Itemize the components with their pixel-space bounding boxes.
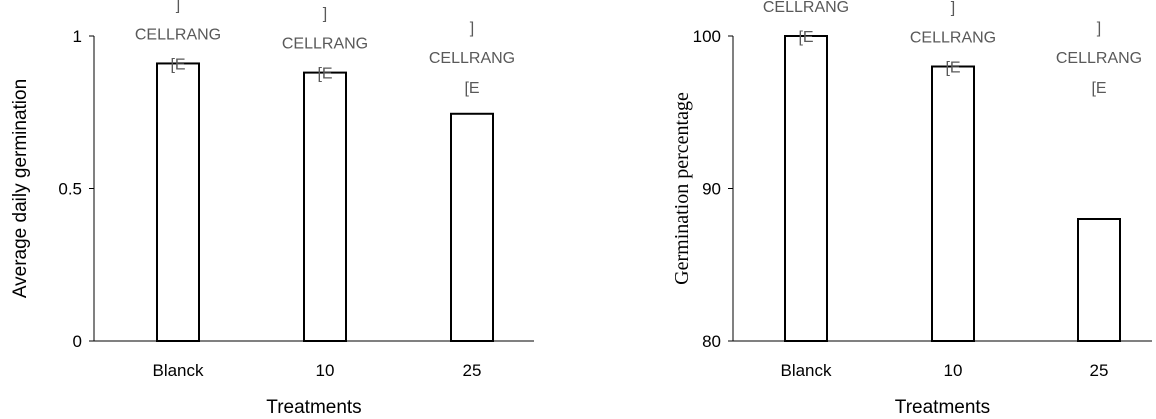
chart2-data-label-3-line-3: [E <box>1091 80 1106 97</box>
chart1-data-label-2-line-3: [E <box>317 66 332 83</box>
chart1-y-tick-label: 0 <box>73 332 82 351</box>
chart1-data-label-1-line-2: CELLRANG <box>135 26 221 43</box>
chart1-data-label-1-line-1: ] <box>176 0 180 13</box>
chart1-data-label-2-line-2: CELLRANG <box>282 36 368 53</box>
chart2-data-label-1-line-2: CELLRANG <box>763 0 849 16</box>
chart2-category-label: 25 <box>1090 361 1109 380</box>
chart1-y-axis-title: Average daily germination <box>10 79 31 298</box>
chart2-bar-1 <box>784 35 828 342</box>
chart2-bar-3 <box>1077 218 1121 342</box>
chart1-category-label: Blanck <box>152 361 204 380</box>
chart2-data-label-3-line-1: ] <box>1097 20 1101 37</box>
chart1-bar-2 <box>303 71 347 342</box>
chart2-y-axis-title: Germination percentage <box>671 92 693 285</box>
chart2-data-label-1-line-3: [E <box>798 29 813 46</box>
chart1-data-label-3-line-2: CELLRANG <box>429 50 515 67</box>
chart1-category-label: 10 <box>316 361 335 380</box>
chart2-data-label-2-line-1: ] <box>951 0 955 17</box>
chart2-category-label: Blanck <box>780 361 832 380</box>
chart1-category-label: 25 <box>463 361 482 380</box>
chart1-data-label-2-line-1: ] <box>323 6 327 23</box>
chart2-y-tick-label: 90 <box>702 180 721 199</box>
chart1-data-label-3-line-1: ] <box>470 20 474 37</box>
chart2-category-label: 10 <box>944 361 963 380</box>
chart2-y-tick-label: 100 <box>693 27 721 46</box>
chart2-bar-2 <box>931 65 975 342</box>
chart1-data-label-3-line-3: [E <box>464 80 479 97</box>
chart1-y-tick-label: 0.5 <box>58 180 82 199</box>
chart1-bar-1 <box>156 62 200 342</box>
chart2-y-tick-label: 80 <box>702 332 721 351</box>
chart1-data-label-1-line-3: [E <box>170 56 185 73</box>
chart2-data-label-2-line-3: [E <box>945 60 960 77</box>
chart1-y-tick-label: 1 <box>73 27 82 46</box>
chart2-data-label-2-line-2: CELLRANG <box>910 30 996 47</box>
chart2-data-label-3-line-2: CELLRANG <box>1056 50 1142 67</box>
chart1-bar-3 <box>450 112 494 343</box>
chart1-x-axis-title: Treatments <box>266 397 361 418</box>
chart2-x-axis-title: Treatments <box>895 397 990 418</box>
